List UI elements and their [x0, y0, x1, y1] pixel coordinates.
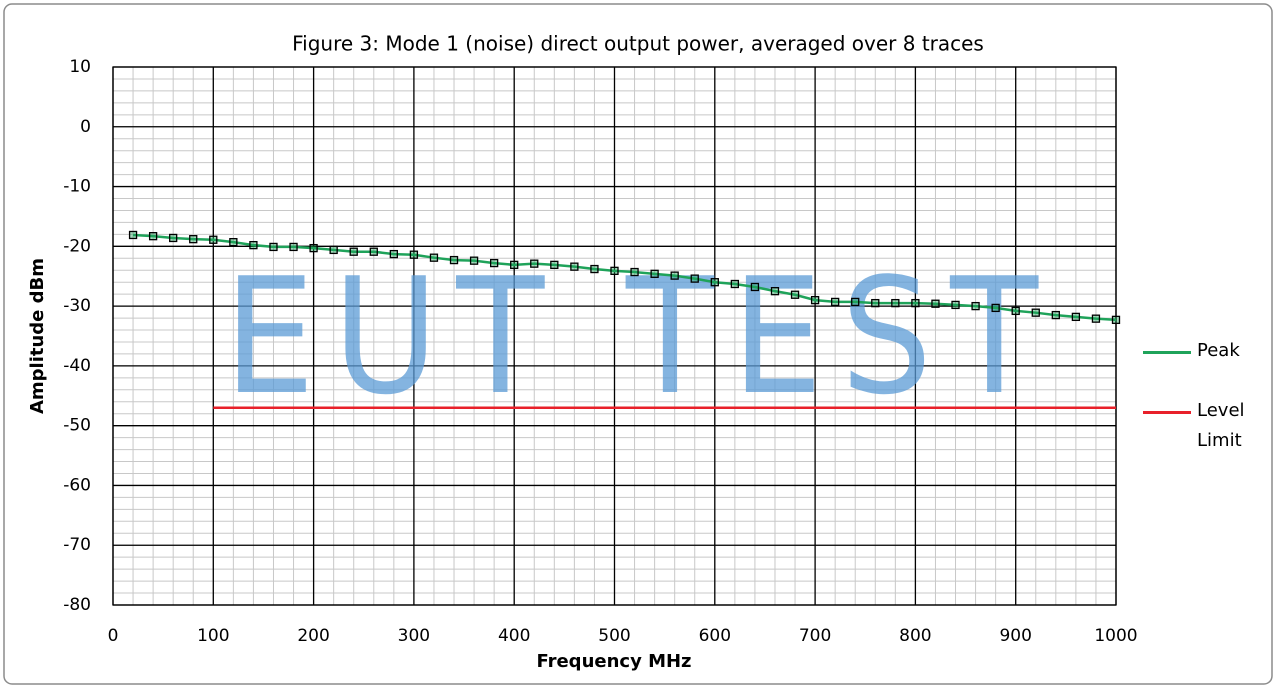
data-point [229, 237, 238, 247]
data-point [730, 279, 740, 289]
y-tick-label: -70 [63, 535, 91, 555]
data-point [790, 290, 800, 299]
y-axis-label: Amplitude dBm [27, 258, 48, 414]
data-point [209, 235, 218, 244]
x-tick-label: 200 [297, 626, 329, 646]
x-tick-label: 100 [197, 626, 229, 646]
data-point [971, 301, 980, 311]
x-tick-label: 1000 [1094, 626, 1137, 646]
data-point [871, 298, 880, 308]
x-tick-label: 0 [108, 626, 119, 646]
data-point [449, 255, 459, 265]
y-tick-label: 10 [69, 57, 91, 77]
data-point [128, 230, 138, 240]
data-point [309, 243, 318, 253]
data-point [610, 266, 619, 275]
y-tick-label: -80 [63, 595, 91, 615]
data-point [530, 259, 539, 268]
y-tick-label: -50 [63, 416, 91, 436]
data-point [1071, 312, 1081, 322]
data-point [931, 299, 940, 308]
y-tick-label: -30 [63, 296, 91, 316]
data-point [951, 300, 960, 310]
data-point [590, 264, 599, 274]
legend-label: Peak [1197, 340, 1240, 361]
data-point [991, 303, 1000, 313]
plot-border [112, 66, 1117, 606]
legend-swatch [1143, 411, 1191, 414]
legend-item: Peak [1143, 340, 1267, 366]
y-tick-label: 0 [80, 117, 91, 137]
x-tick-label: 900 [999, 626, 1031, 646]
x-tick-label: 300 [398, 626, 430, 646]
data-point [710, 278, 719, 287]
watermark: EUT TEST [224, 243, 1056, 430]
data-point [1091, 314, 1101, 323]
x-tick-label: 500 [598, 626, 630, 646]
data-point [891, 298, 900, 308]
data-point [269, 242, 278, 252]
x-tick-label: 800 [899, 626, 931, 646]
data-point [1111, 315, 1121, 325]
data-point [489, 258, 499, 268]
data-point [750, 282, 760, 292]
data-point [570, 262, 579, 271]
legend-swatch [1143, 351, 1191, 354]
chart-border [3, 3, 1273, 685]
chart-title: Figure 3: Mode 1 (noise) direct output p… [292, 32, 984, 56]
data-point [249, 240, 258, 250]
data-point [550, 260, 559, 270]
data-point [911, 298, 920, 308]
data-point [169, 233, 178, 243]
data-point [510, 260, 519, 270]
y-tick-label: -10 [63, 177, 91, 197]
data-point [1051, 310, 1060, 320]
x-axis-label: Frequency MHz [536, 651, 691, 672]
data-point [189, 235, 198, 244]
data-point [409, 250, 419, 259]
legend-item: Level Limit [1143, 400, 1267, 456]
data-point [429, 253, 439, 262]
data-point [810, 295, 820, 305]
y-tick-label: -40 [63, 356, 91, 376]
data-point [329, 245, 338, 255]
data-point [670, 271, 679, 280]
data-point [1031, 308, 1040, 317]
data-point [369, 247, 378, 256]
data-point [770, 287, 780, 296]
data-point [630, 267, 639, 277]
data-point [469, 256, 479, 265]
data-point [389, 249, 398, 259]
legend-label: Level Limit [1197, 400, 1245, 451]
y-tick-label: -20 [63, 236, 91, 256]
data-point [650, 269, 659, 278]
x-tick-label: 400 [498, 626, 530, 646]
data-point [148, 232, 158, 241]
x-tick-label: 600 [699, 626, 731, 646]
y-tick-label: -60 [63, 475, 91, 495]
data-point [690, 274, 699, 283]
x-tick-label: 700 [799, 626, 831, 646]
data-point [289, 242, 298, 252]
data-point [851, 297, 860, 307]
data-point [831, 297, 840, 307]
data-point [349, 247, 358, 256]
data-point [1011, 306, 1020, 316]
